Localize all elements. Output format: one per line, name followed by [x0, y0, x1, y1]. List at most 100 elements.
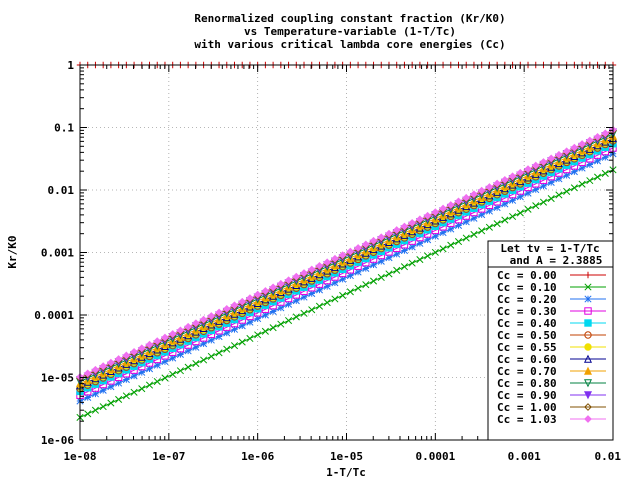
data-point — [269, 324, 277, 332]
data-point — [106, 358, 115, 367]
data-point — [393, 266, 401, 274]
data-point — [284, 276, 293, 285]
chart-title-line-3: with various critical lambda core energi… — [194, 38, 505, 51]
data-point — [485, 223, 493, 231]
data-point — [400, 222, 409, 231]
data-point — [408, 219, 417, 227]
legend-entry: Cc = 0.20 — [497, 293, 606, 306]
series-line — [79, 131, 614, 381]
legend-label: Cc = 1.00 — [497, 401, 557, 414]
data-point — [246, 318, 254, 326]
data-point — [246, 334, 254, 343]
data-point — [478, 227, 486, 235]
legend-label: Cc = 0.30 — [497, 305, 557, 318]
x-tick-label: 0.001 — [508, 450, 541, 463]
data-point — [586, 160, 594, 169]
y-tick-label: 0.0001 — [34, 309, 74, 322]
data-point — [238, 338, 246, 346]
data-point — [570, 184, 578, 192]
series-2 — [76, 150, 617, 405]
y-tick-label: 0.001 — [41, 247, 74, 260]
data-point — [277, 320, 285, 328]
data-point — [84, 410, 92, 418]
data-point — [601, 153, 609, 161]
legend-entry: Cc = 1.03 — [497, 413, 606, 426]
data-point — [423, 211, 432, 220]
data-point — [539, 198, 548, 206]
data-point — [215, 332, 223, 341]
data-point — [601, 169, 609, 178]
data-point — [431, 208, 440, 217]
data-point — [83, 369, 92, 378]
data-point — [593, 157, 602, 165]
legend-entry: Cc = 0.90 — [497, 389, 606, 402]
data-point — [385, 270, 393, 278]
series-1 — [76, 166, 617, 421]
data-point — [138, 368, 146, 376]
legend-entry: Cc = 1.00 — [497, 401, 606, 414]
data-point — [485, 183, 494, 191]
data-point — [439, 229, 447, 237]
y-tick-label: 0.1 — [54, 122, 74, 135]
data-point — [547, 178, 555, 186]
data-point — [230, 325, 239, 333]
data-point — [138, 385, 146, 393]
data-point — [547, 154, 556, 163]
chart-title: Renormalized coupling constant fraction … — [194, 12, 505, 51]
data-point — [555, 150, 563, 159]
series-line — [79, 129, 614, 378]
data-point — [478, 211, 486, 219]
data-point — [369, 261, 378, 269]
data-point — [199, 315, 208, 324]
data-point — [107, 399, 115, 407]
data-point — [176, 367, 184, 375]
data-point — [161, 333, 169, 342]
data-point — [292, 272, 301, 281]
legend-marker — [584, 271, 592, 279]
data-point — [531, 161, 540, 170]
data-point — [91, 390, 100, 398]
data-point — [238, 322, 246, 330]
data-point — [578, 164, 586, 172]
data-point — [454, 238, 463, 246]
data-point — [346, 288, 354, 296]
data-point — [400, 246, 408, 255]
data-point — [354, 244, 362, 252]
series-line — [79, 137, 614, 387]
data-point — [462, 234, 470, 242]
data-point — [501, 200, 509, 208]
x-tick-label: 1e-08 — [63, 450, 96, 463]
legend-label: Cc = 0.10 — [497, 281, 557, 294]
data-point — [563, 187, 571, 195]
data-point — [222, 304, 231, 313]
legend-marker — [584, 343, 592, 351]
series-line — [79, 169, 614, 418]
legend-entry: Cc = 0.55 — [497, 341, 606, 354]
data-point — [555, 175, 563, 183]
data-point — [269, 283, 278, 292]
series-line — [79, 153, 614, 402]
y-tick-label: 1e-06 — [41, 434, 74, 447]
data-point — [169, 370, 177, 378]
data-point — [470, 230, 478, 238]
data-point — [392, 226, 401, 234]
legend-entry: Cc = 0.40 — [497, 317, 606, 330]
data-point — [308, 289, 316, 298]
x-tick-label: 1e-07 — [152, 450, 185, 463]
data-point — [415, 215, 424, 224]
data-point — [308, 306, 316, 314]
legend-marker — [584, 319, 592, 327]
legend-entry: Cc = 0.60 — [497, 353, 606, 366]
data-point — [115, 395, 123, 404]
data-point — [122, 351, 131, 360]
data-point — [524, 189, 532, 197]
data-point — [354, 268, 362, 276]
data-point — [307, 265, 316, 274]
data-point — [454, 197, 463, 206]
data-point — [99, 403, 107, 411]
data-point — [315, 261, 324, 270]
data-point — [500, 176, 509, 184]
